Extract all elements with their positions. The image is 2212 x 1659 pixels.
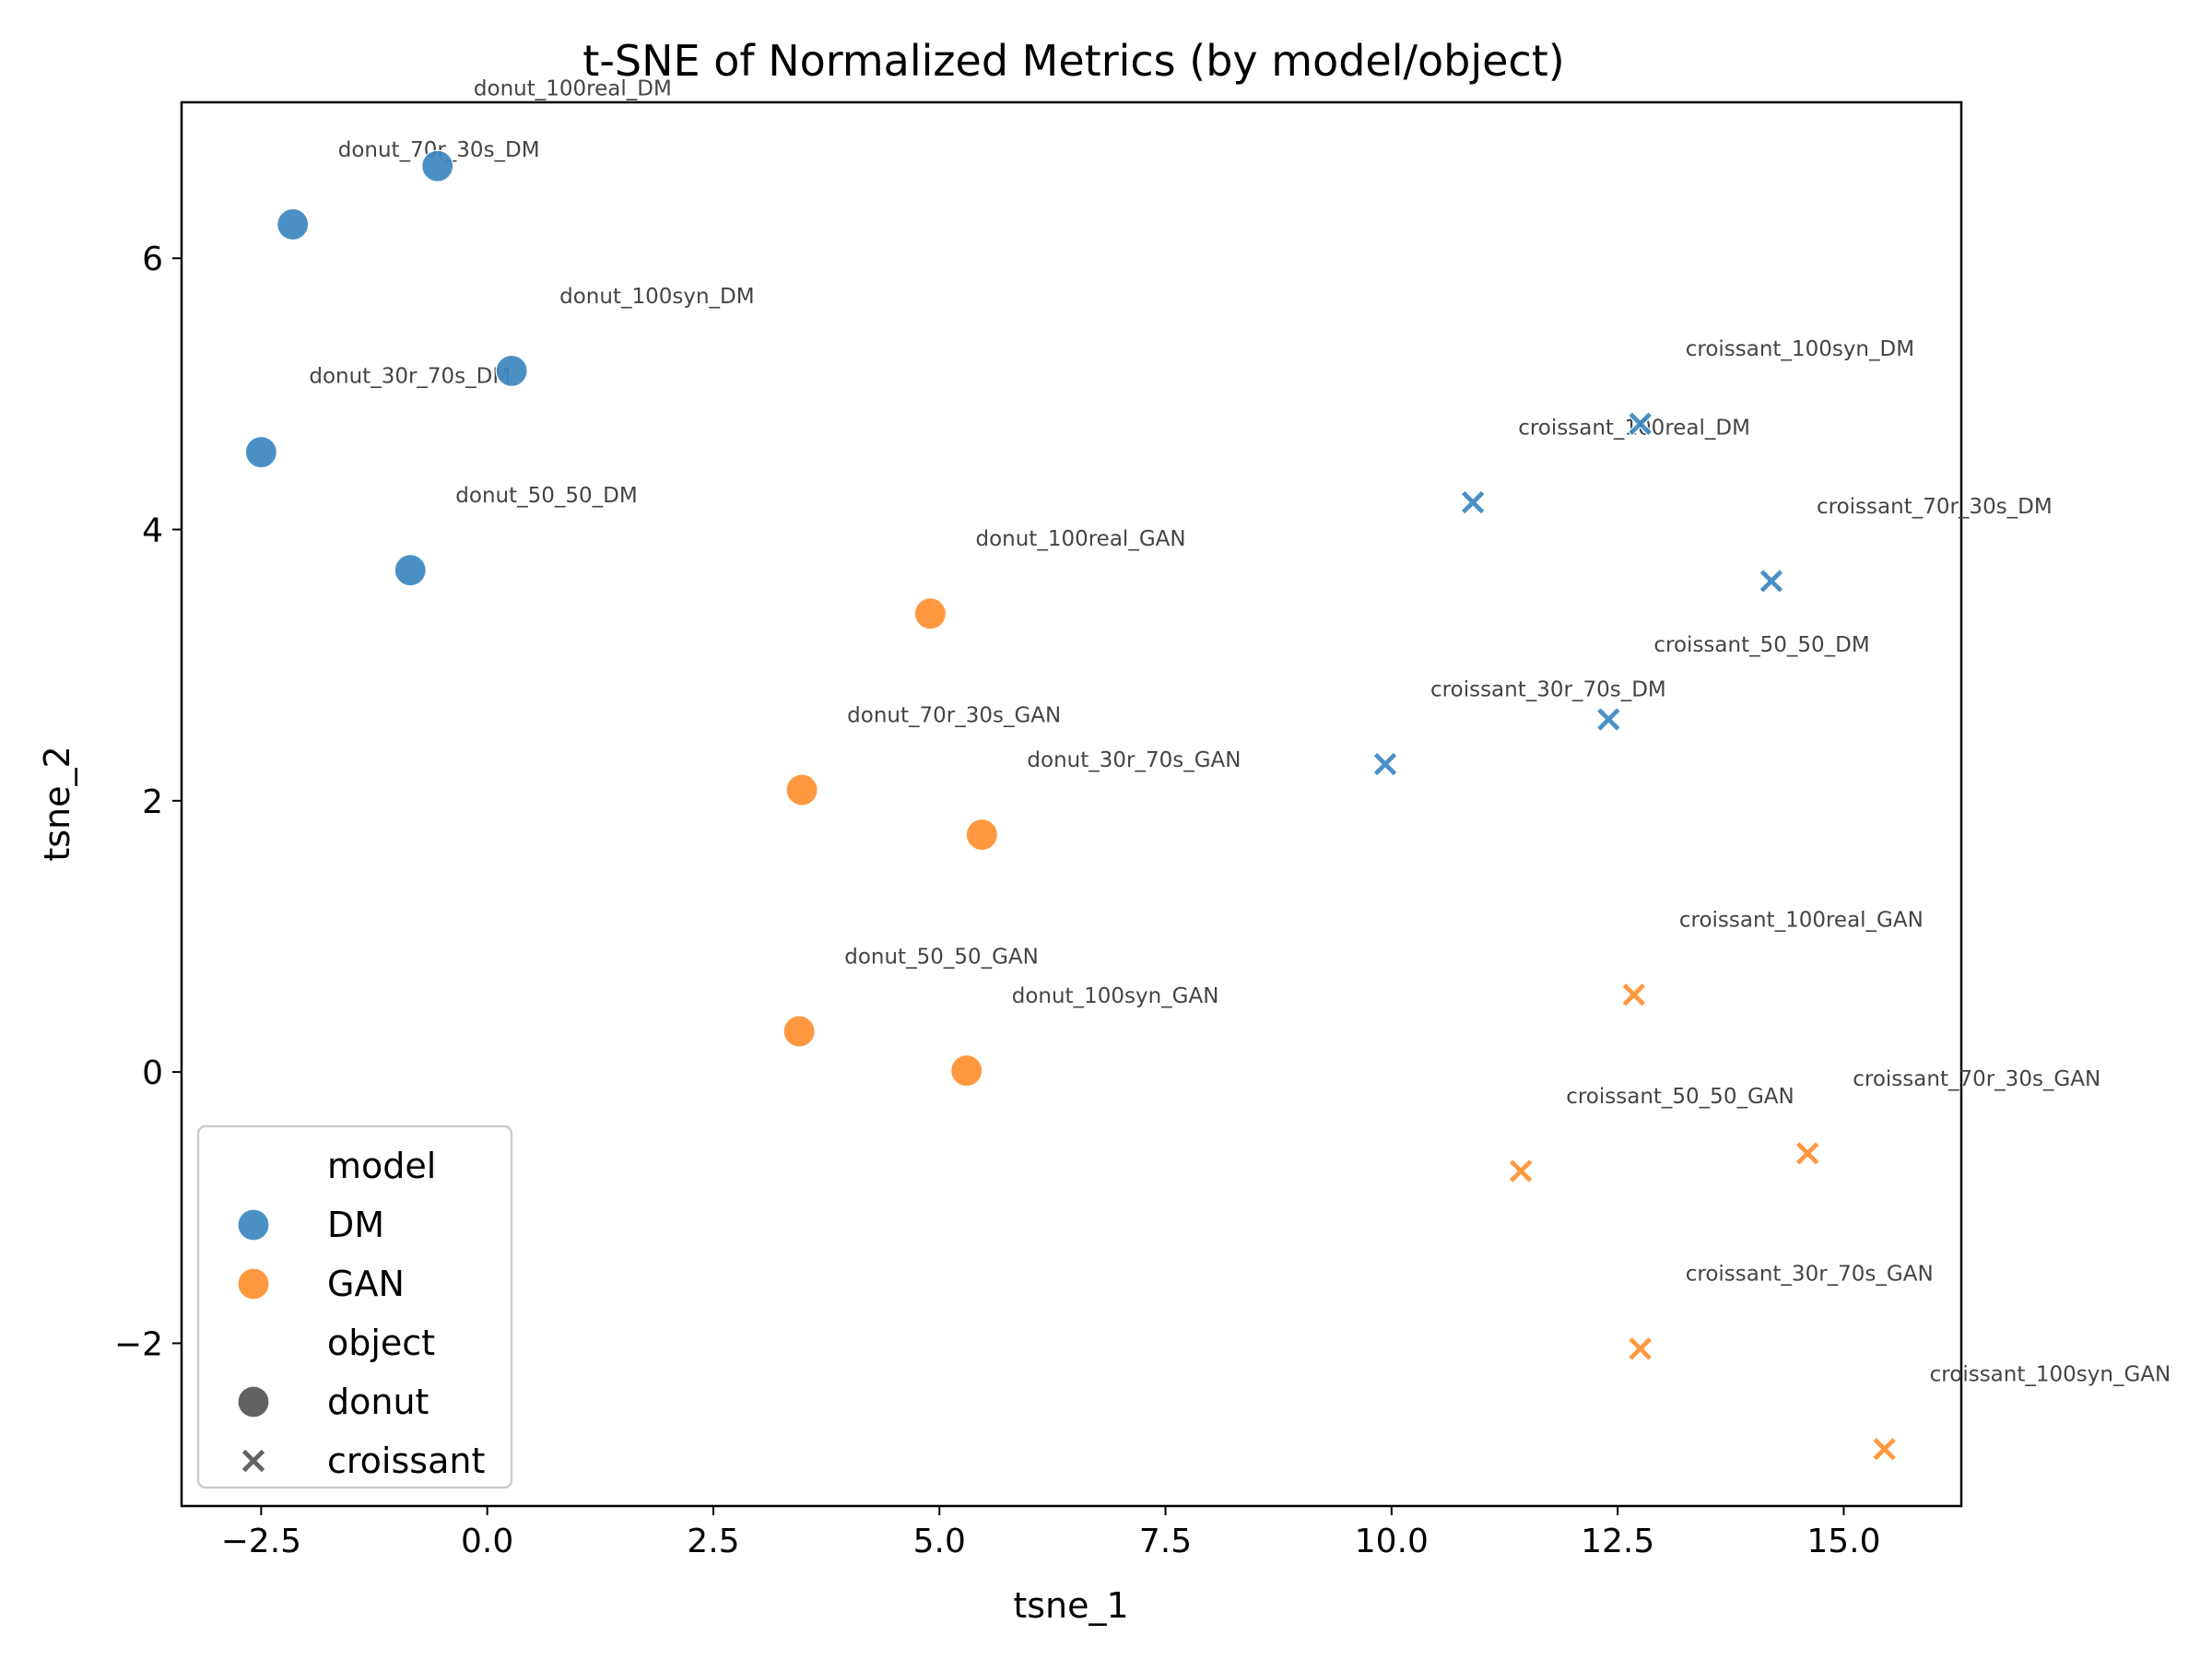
- point-donut-70r-30s-dm: [421, 149, 454, 182]
- point-croissant-50-50-dm: [1595, 706, 1622, 733]
- point-label-croissant-70r-30s-gan: croissant_70r_30s_GAN: [1853, 1067, 2100, 1091]
- x-tick-label: 2.5: [687, 1523, 739, 1560]
- point-label-croissant-100syn-gan: croissant_100syn_GAN: [1930, 1363, 2171, 1387]
- plot-area: donut_100real_DMdonut_70r_30s_DMdonut_10…: [180, 77, 2171, 1508]
- y-tick-label: 0: [142, 1054, 163, 1092]
- point-label-croissant-30r-70s-gan: croissant_30r_70s_GAN: [1686, 1263, 1934, 1287]
- legend-label-gan: GAN: [327, 1264, 405, 1304]
- point-label-croissant-70r-30s-dm: croissant_70r_30s_DM: [1817, 495, 2053, 519]
- point-croissant-100syn-dm: [1627, 410, 1653, 437]
- point-donut-100real-gan: [913, 597, 947, 630]
- legend-header-model: model: [327, 1146, 436, 1186]
- point-label-croissant-100syn-dm: croissant_100syn_DM: [1686, 337, 1914, 361]
- legend-frame: [196, 1124, 513, 1489]
- legend-marker-croissant: [241, 1448, 266, 1474]
- point-croissant-30r-70s-gan: [1627, 1335, 1653, 1362]
- y-tick-label: 2: [142, 783, 163, 821]
- point-croissant-70r-30s-dm: [1759, 568, 1784, 594]
- point-croissant-100syn-gan: [1871, 1436, 1898, 1463]
- point-croissant-50-50-gan: [1508, 1158, 1535, 1184]
- y-axis: −2 0 2 4 6: [114, 241, 182, 1363]
- x-tick-label: −2.5: [221, 1523, 301, 1560]
- point-label-donut-100syn-gan: donut_100syn_GAN: [1012, 984, 1219, 1008]
- point-label-donut-30r-70s-dm: donut_30r_70s_DM: [309, 365, 511, 389]
- point-donut-30r-70s-gan: [965, 818, 998, 852]
- legend-marker-gan: [237, 1267, 270, 1300]
- legend-label-donut: donut: [327, 1382, 429, 1422]
- legend-marker-dm: [237, 1208, 270, 1241]
- point-label-donut-70r-30s-gan: donut_70r_30s_GAN: [847, 703, 1061, 727]
- point-croissant-30r-70s-dm: [1372, 751, 1398, 777]
- point-label-croissant-50-50-gan: croissant_50_50_GAN: [1566, 1085, 1794, 1109]
- point-label-croissant-30r-70s-dm: croissant_30r_70s_DM: [1430, 678, 1666, 702]
- point-donut-70r-30s-gan: [785, 773, 818, 806]
- point-label-croissant-50-50-dm: croissant_50_50_DM: [1653, 633, 1869, 657]
- x-tick-label: 12.5: [1581, 1523, 1654, 1560]
- point-donut-30r-70s-dm: [244, 436, 277, 469]
- point-croissant-100real-dm: [1460, 489, 1487, 515]
- x-tick-label: 7.5: [1139, 1523, 1192, 1560]
- chart-title: t-SNE of Normalized Metrics (by model/ob…: [582, 36, 1564, 86]
- point-label-donut-50-50-dm: donut_50_50_DM: [455, 484, 637, 508]
- point-label-croissant-100real-gan: croissant_100real_GAN: [1679, 909, 1924, 933]
- point-croissant-100real-gan: [1620, 982, 1647, 1008]
- point-donut-100syn-dm: [495, 354, 528, 387]
- point-donut-50-50-gan: [782, 1015, 816, 1048]
- point-label-donut-100syn-dm: donut_100syn_DM: [559, 285, 754, 309]
- legend-header-object: object: [327, 1323, 435, 1363]
- legend-marker-donut: [237, 1385, 270, 1418]
- legend-label-croissant: croissant: [327, 1441, 485, 1481]
- y-tick-label: 6: [142, 241, 163, 278]
- point-label-donut-50-50-gan: donut_50_50_GAN: [844, 945, 1039, 969]
- point-label-donut-30r-70s-gan: donut_30r_70s_GAN: [1027, 748, 1241, 772]
- data-markers: [244, 149, 1898, 1463]
- point-label-donut-100real-gan: donut_100real_GAN: [975, 527, 1185, 551]
- point-label-donut-100real-dm: donut_100real_DM: [474, 77, 672, 101]
- y-tick-label: 4: [142, 512, 163, 550]
- legend: model DM GAN object donut croissant: [196, 1124, 513, 1489]
- x-axis-label: tsne_1: [1013, 1585, 1128, 1626]
- x-axis: −2.5 0.0 2.5 5.0 7.5 10.0 12.5 15.0: [221, 1506, 1881, 1560]
- y-axis-label: tsne_2: [37, 746, 77, 861]
- point-donut-50-50-dm: [394, 554, 427, 587]
- x-tick-label: 0.0: [461, 1523, 513, 1560]
- x-tick-label: 10.0: [1355, 1523, 1429, 1560]
- legend-label-dm: DM: [327, 1205, 384, 1245]
- y-tick-label: −2: [114, 1325, 163, 1363]
- point-croissant-70r-30s-gan: [1794, 1140, 1821, 1167]
- plot-frame: [180, 100, 1963, 1508]
- point-donut-100real-dm: [276, 207, 310, 241]
- x-tick-label: 5.0: [913, 1523, 966, 1560]
- point-donut-100syn-gan: [950, 1054, 983, 1088]
- x-tick-label: 15.0: [1806, 1523, 1880, 1560]
